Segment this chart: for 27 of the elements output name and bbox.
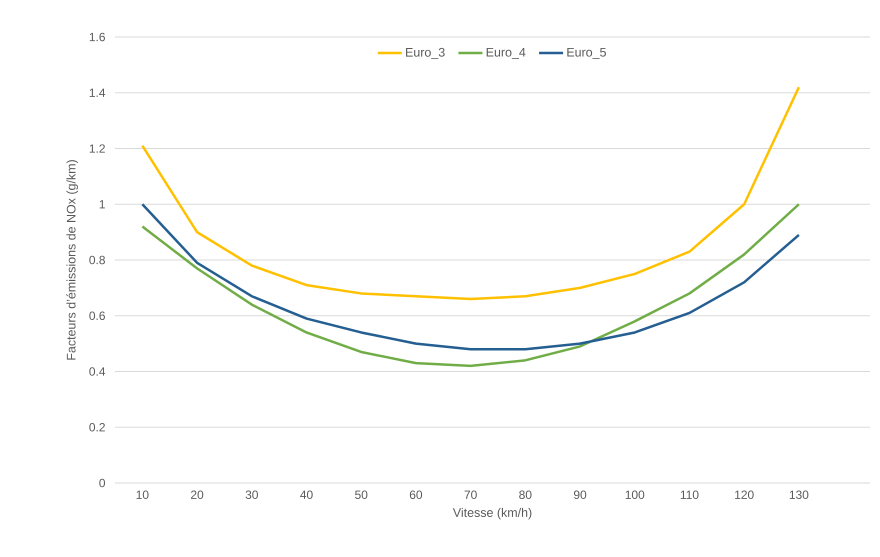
y-tick-label: 0.6 [89, 312, 105, 320]
y-tick-label: 1.4 [90, 88, 106, 97]
y-tick-label: 0.8 [89, 256, 105, 264]
y-tick-label: 0.2 [89, 423, 105, 432]
legend-label: Euro_3 [406, 48, 445, 60]
x-tick-label: 130 [790, 490, 808, 499]
y-tick-label: 0 [99, 478, 106, 488]
x-tick-label: 90 [574, 490, 586, 499]
x-tick-label: 110 [680, 490, 699, 499]
x-tick-label: 80 [519, 490, 532, 499]
y-tick-label: 0.4 [89, 367, 106, 376]
x-tick-label: 30 [246, 490, 258, 499]
x-tick-label: 100 [626, 490, 644, 499]
y-tick-label: 1 [100, 200, 105, 208]
y-tick-label: 1.2 [90, 144, 105, 153]
x-tick-label: 120 [735, 490, 754, 499]
legend-label: Euro_4 [486, 48, 526, 59]
x-tick-label: 10 [136, 490, 149, 499]
y-axis-title: Facteurs d’émissions de NOx (g/km) [66, 160, 78, 360]
x-tick-label: 20 [191, 490, 204, 499]
x-tick-label: 60 [410, 490, 422, 499]
x-tick-label: 40 [300, 490, 313, 499]
x-tick-label: 70 [464, 490, 477, 499]
x-tick-label: 50 [355, 490, 368, 499]
x-axis-title: Vitesse (km/h) [452, 508, 532, 520]
y-tick-label: 1.6 [90, 32, 105, 42]
legend-label: Euro_5 [567, 48, 606, 59]
